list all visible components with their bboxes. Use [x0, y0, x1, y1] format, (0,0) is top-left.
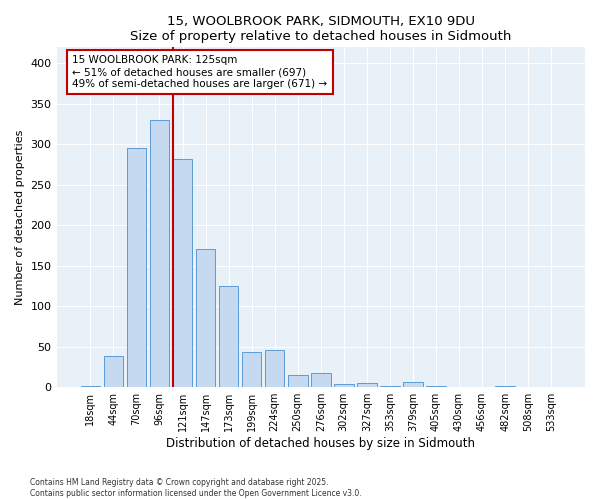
Bar	[311, 374, 331, 387]
Bar	[104, 356, 123, 387]
Bar	[380, 386, 400, 387]
Bar	[80, 386, 100, 387]
Bar	[357, 383, 377, 387]
Bar	[242, 352, 262, 387]
Bar	[265, 350, 284, 387]
Title: 15, WOOLBROOK PARK, SIDMOUTH, EX10 9DU
Size of property relative to detached hou: 15, WOOLBROOK PARK, SIDMOUTH, EX10 9DU S…	[130, 15, 511, 43]
Bar	[149, 120, 169, 387]
Bar	[173, 158, 193, 387]
Bar	[334, 384, 353, 387]
Text: 15 WOOLBROOK PARK: 125sqm
← 51% of detached houses are smaller (697)
49% of semi: 15 WOOLBROOK PARK: 125sqm ← 51% of detac…	[73, 56, 328, 88]
Bar	[219, 286, 238, 387]
Bar	[288, 375, 308, 387]
Bar	[196, 250, 215, 387]
Text: Contains HM Land Registry data © Crown copyright and database right 2025.
Contai: Contains HM Land Registry data © Crown c…	[30, 478, 362, 498]
Y-axis label: Number of detached properties: Number of detached properties	[15, 130, 25, 305]
X-axis label: Distribution of detached houses by size in Sidmouth: Distribution of detached houses by size …	[166, 437, 475, 450]
Bar	[426, 386, 446, 387]
Bar	[403, 382, 423, 387]
Bar	[127, 148, 146, 387]
Bar	[496, 386, 515, 387]
